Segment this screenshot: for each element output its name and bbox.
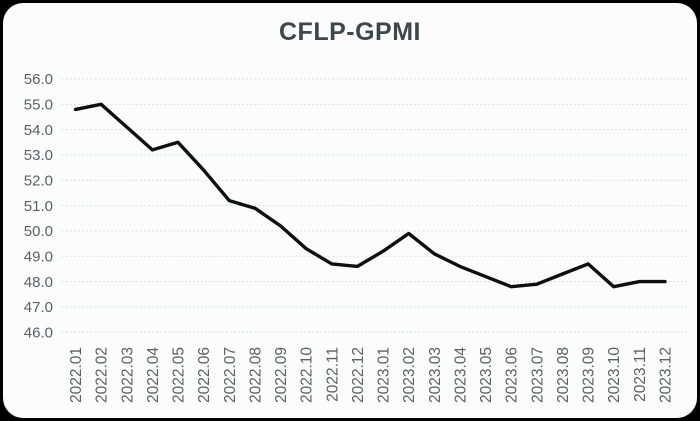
x-tick-label: 2023.05 [478, 347, 495, 403]
x-tick-label: 2022.08 [247, 347, 264, 403]
y-tick-label: 51.0 [24, 198, 53, 215]
chart-title: CFLP-GPMI [279, 18, 421, 46]
data-series-line [73, 102, 667, 289]
x-tick-label: 2022.12 [350, 347, 367, 403]
y-tick-label: 47.0 [24, 299, 53, 316]
y-tick-label: 54.0 [24, 122, 53, 139]
x-tick-label: 2023.01 [376, 347, 393, 403]
x-tick-label: 2023.02 [401, 347, 418, 403]
y-tick-label: 53.0 [24, 147, 53, 164]
gridlines [62, 78, 687, 333]
y-tick-label: 49.0 [24, 249, 53, 266]
x-tick-label: 2022.05 [171, 347, 188, 403]
y-tick-label: 52.0 [24, 173, 53, 190]
chart-card: CFLP-GPMI [3, 3, 697, 418]
y-axis-labels: 56.0 55.0 54.0 53.0 52.0 51.0 50.0 49.0 48.0 47.0… [24, 71, 53, 341]
x-tick-label: 2023.11 [632, 347, 649, 402]
x-tick-label: 2023.08 [555, 347, 572, 403]
y-tick-label: 50.0 [24, 223, 53, 240]
x-tick-label: 2023.12 [657, 347, 674, 403]
y-tick-label: 48.0 [24, 274, 53, 291]
x-tick-label: 2022.04 [145, 347, 162, 403]
y-tick-label: 46.0 [24, 325, 53, 342]
x-tick-label: 2022.09 [273, 347, 290, 403]
x-tick-label: 2022.07 [222, 347, 239, 403]
x-tick-label: 2023.04 [452, 347, 469, 403]
y-tick-label: 55.0 [24, 97, 53, 114]
x-axis-labels: 2022.01 2022.02 2022.03 2022.04 2022.05 2022.… [68, 347, 674, 403]
x-tick-label: 2023.03 [427, 347, 444, 403]
x-tick-label: 2022.03 [119, 347, 136, 403]
y-tick-label: 56.0 [24, 71, 53, 88]
x-tick-label: 2022.02 [94, 347, 111, 403]
x-tick-label: 2022.11 [324, 347, 341, 402]
x-tick-label: 2022.01 [68, 347, 85, 403]
x-tick-label: 2022.06 [196, 347, 213, 403]
x-tick-label: 2023.07 [529, 347, 546, 403]
x-tick-label: 2022.10 [299, 347, 316, 403]
x-tick-label: 2023.06 [504, 347, 521, 403]
x-tick-label: 2023.09 [581, 347, 598, 403]
pmi-line [73, 102, 667, 289]
x-tick-label: 2023.10 [606, 347, 623, 403]
